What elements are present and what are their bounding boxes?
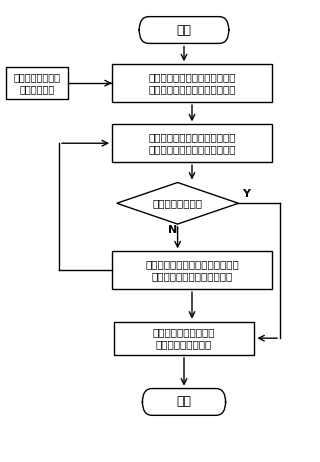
- Text: 结束: 结束: [177, 395, 191, 408]
- Text: 根据辐射力与温度的查
找表计算火焰温度场: 根据辐射力与温度的查 找表计算火焰温度场: [153, 328, 215, 349]
- Bar: [114, 322, 254, 355]
- FancyBboxPatch shape: [142, 389, 226, 415]
- Text: 开始: 开始: [177, 24, 191, 36]
- Text: Y: Y: [243, 189, 251, 199]
- Text: N: N: [168, 225, 177, 235]
- Bar: [112, 124, 272, 162]
- Text: 满足物理一致性？: 满足物理一致性？: [153, 198, 203, 208]
- Bar: [6, 67, 68, 99]
- Text: 初始化折射率场，并根据火焰成
像模型计算火焰辐射力场初始值: 初始化折射率场，并根据火焰成 像模型计算火焰辐射力场初始值: [148, 133, 236, 154]
- Polygon shape: [117, 182, 238, 224]
- Text: 根据辐射力与折射率的物理关系，
重新计算辐射力场与折射率场: 根据辐射力与折射率的物理关系， 重新计算辐射力场与折射率场: [145, 260, 239, 281]
- FancyBboxPatch shape: [139, 17, 229, 43]
- Text: 利用可视外壳技术
将火焰体素化: 利用可视外壳技术 将火焰体素化: [13, 73, 60, 94]
- Text: 同步拍摄多视角的火焰高动态范
围图像序列，标定相机响应曲线: 同步拍摄多视角的火焰高动态范 围图像序列，标定相机响应曲线: [148, 73, 236, 94]
- Bar: [112, 251, 272, 289]
- Bar: [112, 64, 272, 102]
